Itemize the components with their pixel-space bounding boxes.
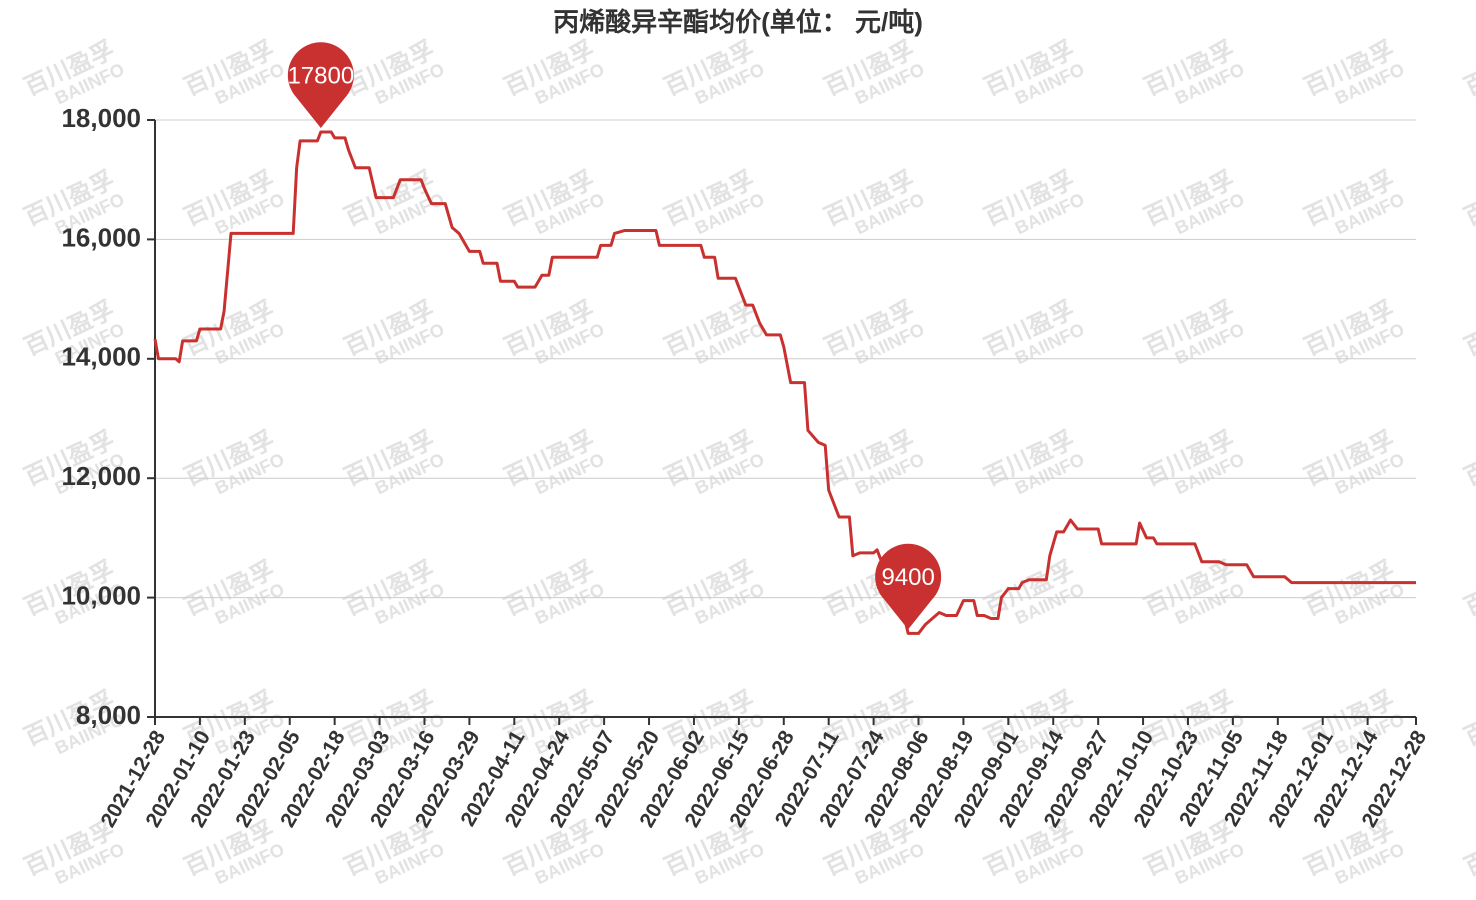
annotation-label: 17800 [287, 62, 354, 89]
watermark-text: 百川盈孚 [1460, 556, 1476, 622]
chart-title: 丙烯酸异辛酯均价(单位： 元/吨) [553, 7, 923, 37]
annotation-pin [287, 42, 354, 128]
annotation-label: 9400 [881, 564, 934, 591]
watermark-text: 百川盈孚 [1460, 816, 1476, 882]
y-tick-label: 16,000 [61, 222, 141, 252]
y-tick-label: 10,000 [61, 580, 141, 610]
watermark-text: 百川盈孚 [1460, 166, 1476, 232]
y-tick-label: 12,000 [61, 461, 141, 491]
watermark-text: 百川盈孚 [1460, 36, 1476, 102]
y-tick-label: 8,000 [76, 700, 141, 730]
watermark-text: 百川盈孚 [1460, 296, 1476, 362]
y-tick-label: 18,000 [61, 103, 141, 133]
watermark-text: 百川盈孚 [1460, 686, 1476, 752]
line [153, 130, 1416, 635]
annotation-pin [875, 543, 942, 630]
watermark-text: 百川盈孚 [1460, 426, 1476, 492]
y-tick-label: 14,000 [61, 342, 141, 372]
